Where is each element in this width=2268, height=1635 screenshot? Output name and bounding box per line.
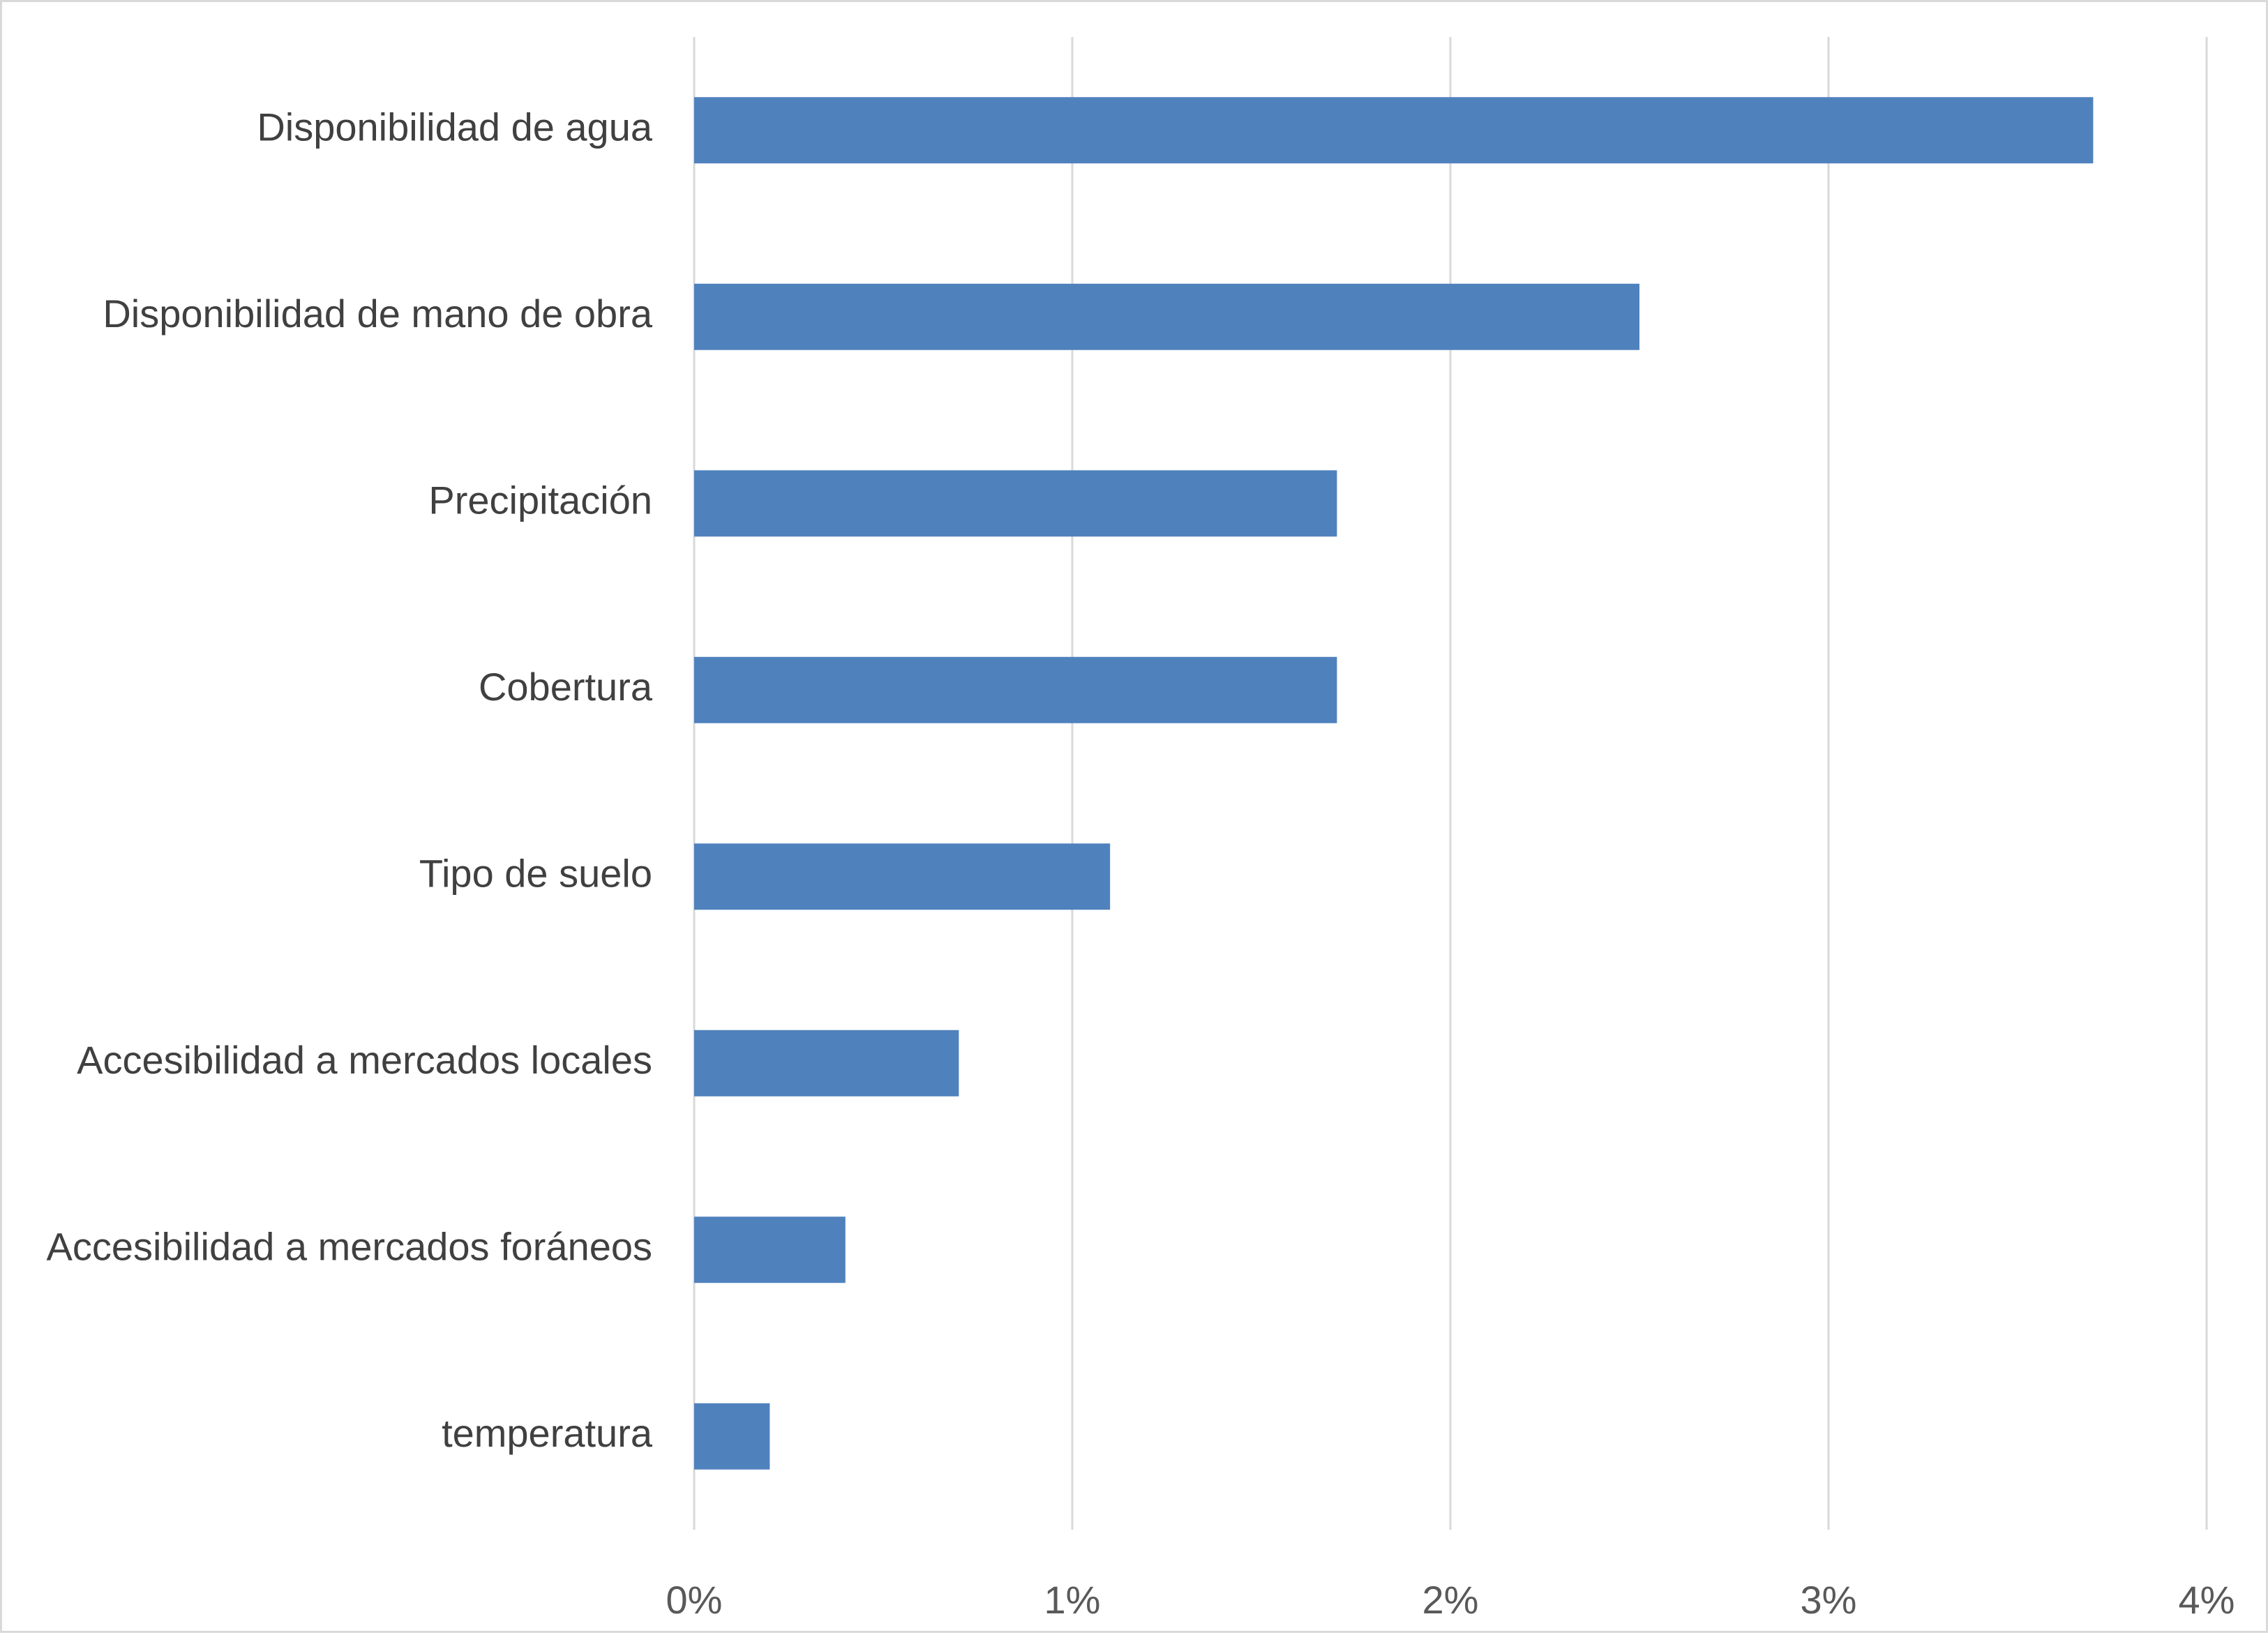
category-labels: Disponibilidad de agua Disponibilidad de …	[47, 105, 653, 1456]
x-tick-label-0: 0%	[666, 1578, 723, 1622]
x-tick-label-2: 2%	[1422, 1578, 1479, 1622]
category-label-0: Disponibilidad de agua	[257, 105, 653, 149]
category-label-3: Cobertura	[479, 665, 653, 709]
category-label-2: Precipitación	[428, 479, 652, 522]
x-axis-tick-labels: 0% 1% 2% 3% 4%	[666, 1578, 2235, 1622]
bar-4	[694, 843, 1111, 910]
category-label-7: temperatura	[442, 1411, 653, 1455]
bar-2	[694, 470, 1337, 537]
bar-3	[694, 656, 1337, 723]
bar-1	[694, 283, 1639, 350]
x-tick-label-4: 4%	[2179, 1578, 2235, 1622]
bar-5	[694, 1030, 959, 1097]
category-label-6: Accesibilidad a mercados foráneos	[47, 1225, 652, 1269]
category-label-1: Disponibilidad de mano de obra	[103, 292, 652, 336]
bar-6	[694, 1216, 846, 1283]
gridlines	[693, 37, 2208, 1530]
bars	[694, 97, 2094, 1470]
x-tick-label-1: 1%	[1044, 1578, 1101, 1622]
x-tick-label-3: 3%	[1801, 1578, 1857, 1622]
bar-0	[694, 97, 2094, 164]
bar-7	[694, 1403, 770, 1470]
category-label-4: Tipo de suelo	[419, 852, 652, 896]
category-label-5: Accesibilidad a mercados locales	[77, 1038, 652, 1082]
